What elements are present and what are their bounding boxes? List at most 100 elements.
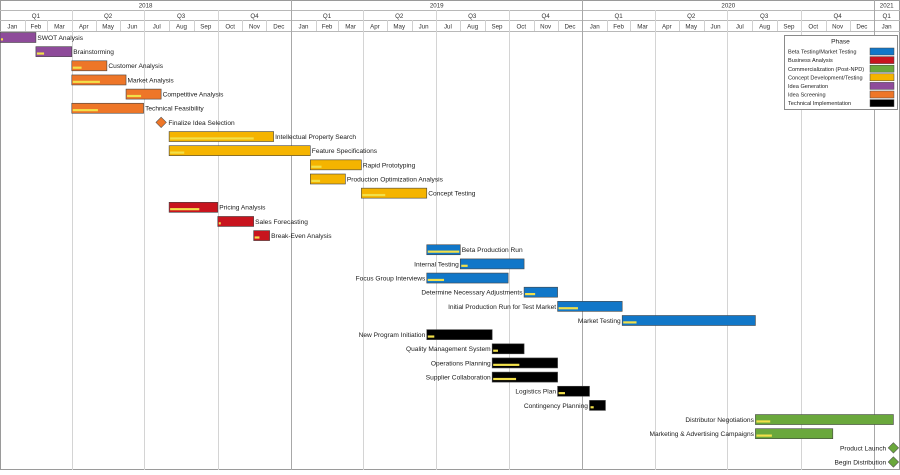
month-label: Mar: [345, 24, 356, 31]
task-bar[interactable]: [253, 230, 270, 241]
task-label: Production Optimization Analysis: [347, 176, 444, 183]
task-label: Customer Analysis: [108, 63, 163, 70]
task-bar[interactable]: [491, 371, 558, 383]
task-bar[interactable]: [35, 46, 73, 57]
month-label: Nov: [832, 24, 844, 31]
task-progress-bar: [756, 434, 772, 437]
task-progress-bar: [170, 208, 200, 211]
year-label: 2021: [880, 3, 894, 10]
month-label: Feb: [31, 24, 42, 31]
month-label: Apr: [662, 24, 672, 31]
task-label: Feature Specifications: [312, 148, 378, 155]
month-label: Aug: [759, 24, 771, 31]
task-bar[interactable]: [217, 216, 254, 227]
task-label: Finalize Idea Selection: [168, 120, 235, 127]
task-bar[interactable]: [168, 202, 219, 213]
legend-title: Phase: [831, 39, 850, 46]
quarter-label: Q2: [395, 13, 404, 20]
legend-swatch: [869, 82, 895, 90]
task-rows: SWOT Analysis Brainstorming Customer Analy…: [0, 32, 900, 468]
task-progress-bar: [461, 264, 468, 267]
milestone-marker[interactable]: [887, 442, 900, 454]
task-bar[interactable]: [459, 258, 525, 270]
task-bar[interactable]: [557, 301, 623, 312]
legend-item-label: Concept Development/Testing: [788, 75, 863, 81]
task-bar[interactable]: [310, 173, 346, 185]
task-row: Production Optimization Analysis: [310, 173, 444, 185]
task-row: Brainstorming: [35, 46, 114, 57]
legend-swatch: [869, 47, 895, 56]
task-progress-bar: [493, 349, 498, 352]
legend-item-label: Technical Implementation: [788, 101, 851, 107]
task-bar[interactable]: [491, 343, 525, 355]
month-label: Jan: [299, 24, 310, 31]
task-bar[interactable]: [71, 74, 127, 86]
task-bar[interactable]: [168, 131, 274, 142]
task-label: Logistics Plan: [515, 389, 556, 396]
month-label: Jun: [127, 24, 138, 31]
task-row: Sales Forecasting: [217, 216, 308, 227]
task-label: SWOT Analysis: [37, 35, 83, 42]
month-label: May: [393, 24, 406, 31]
milestone-marker[interactable]: [887, 456, 900, 468]
task-label: Concept Testing: [428, 191, 475, 198]
month-label: Mar: [54, 24, 65, 31]
month-label: Sep: [491, 24, 503, 31]
task-row: Customer Analysis: [71, 60, 164, 72]
task-label: Rapid Prototyping: [363, 162, 416, 169]
task-progress-bar: [72, 66, 82, 69]
task-bar[interactable]: [168, 145, 311, 156]
task-progress-bar: [427, 278, 445, 282]
month-label: Feb: [613, 24, 624, 31]
year-label: 2020: [721, 3, 735, 10]
month-label: Jun: [419, 24, 430, 31]
month-label: Jul: [736, 24, 744, 31]
task-bar[interactable]: [426, 244, 461, 256]
task-bar[interactable]: [426, 329, 493, 340]
task-label: Supplier Collaboration: [426, 375, 491, 382]
task-label: Begin Distribution: [835, 459, 887, 466]
legend-item: Commercialization (Post-NPD): [788, 64, 895, 73]
task-bar[interactable]: [310, 159, 362, 171]
task-bar[interactable]: [71, 60, 108, 72]
legend-item: Concept Development/Testing: [788, 73, 895, 82]
task-row: SWOT Analysis: [0, 32, 84, 43]
month-label: Aug: [467, 24, 479, 31]
month-label: Jan: [882, 24, 893, 31]
month-label: Dec: [273, 24, 284, 31]
legend-item: Beta Testing/Market Testing: [788, 47, 895, 56]
task-bar[interactable]: [523, 286, 558, 298]
task-bar[interactable]: [755, 428, 834, 440]
task-bar[interactable]: [361, 187, 428, 199]
task-row: Market Testing: [578, 315, 756, 326]
task-bar[interactable]: [0, 32, 37, 43]
task-label: Market Analysis: [128, 77, 175, 84]
task-row: Focus Group Interviews: [356, 272, 509, 284]
month-label: Sep: [200, 24, 212, 31]
task-label: Pricing Analysis: [219, 205, 266, 212]
legend-swatch: [869, 73, 895, 82]
task-row: Concept Testing: [361, 187, 476, 199]
quarter-label: Q1: [32, 13, 41, 20]
task-progress-bar: [756, 420, 771, 423]
month-label: Oct: [516, 24, 526, 31]
legend-item-label: Beta Testing/Market Testing: [788, 50, 857, 56]
task-row: Finalize Idea Selection: [155, 116, 235, 129]
task-bar[interactable]: [621, 315, 756, 326]
legend-item: Idea Generation: [788, 82, 895, 90]
task-progress-bar: [427, 250, 460, 253]
task-bar[interactable]: [557, 385, 590, 397]
month-label: Jan: [590, 24, 601, 31]
task-bar[interactable]: [589, 400, 606, 411]
task-row: Logistics Plan: [515, 385, 590, 397]
milestone-marker[interactable]: [155, 116, 167, 129]
legend-item-label: Idea Screening: [788, 93, 826, 99]
task-bar[interactable]: [71, 102, 144, 114]
task-bar[interactable]: [426, 272, 509, 284]
task-row: Break-Even Analysis: [253, 230, 332, 241]
task-bar[interactable]: [125, 88, 162, 100]
task-bar[interactable]: [491, 357, 558, 369]
month-label: Dec: [856, 24, 867, 31]
task-bar[interactable]: [755, 414, 894, 425]
